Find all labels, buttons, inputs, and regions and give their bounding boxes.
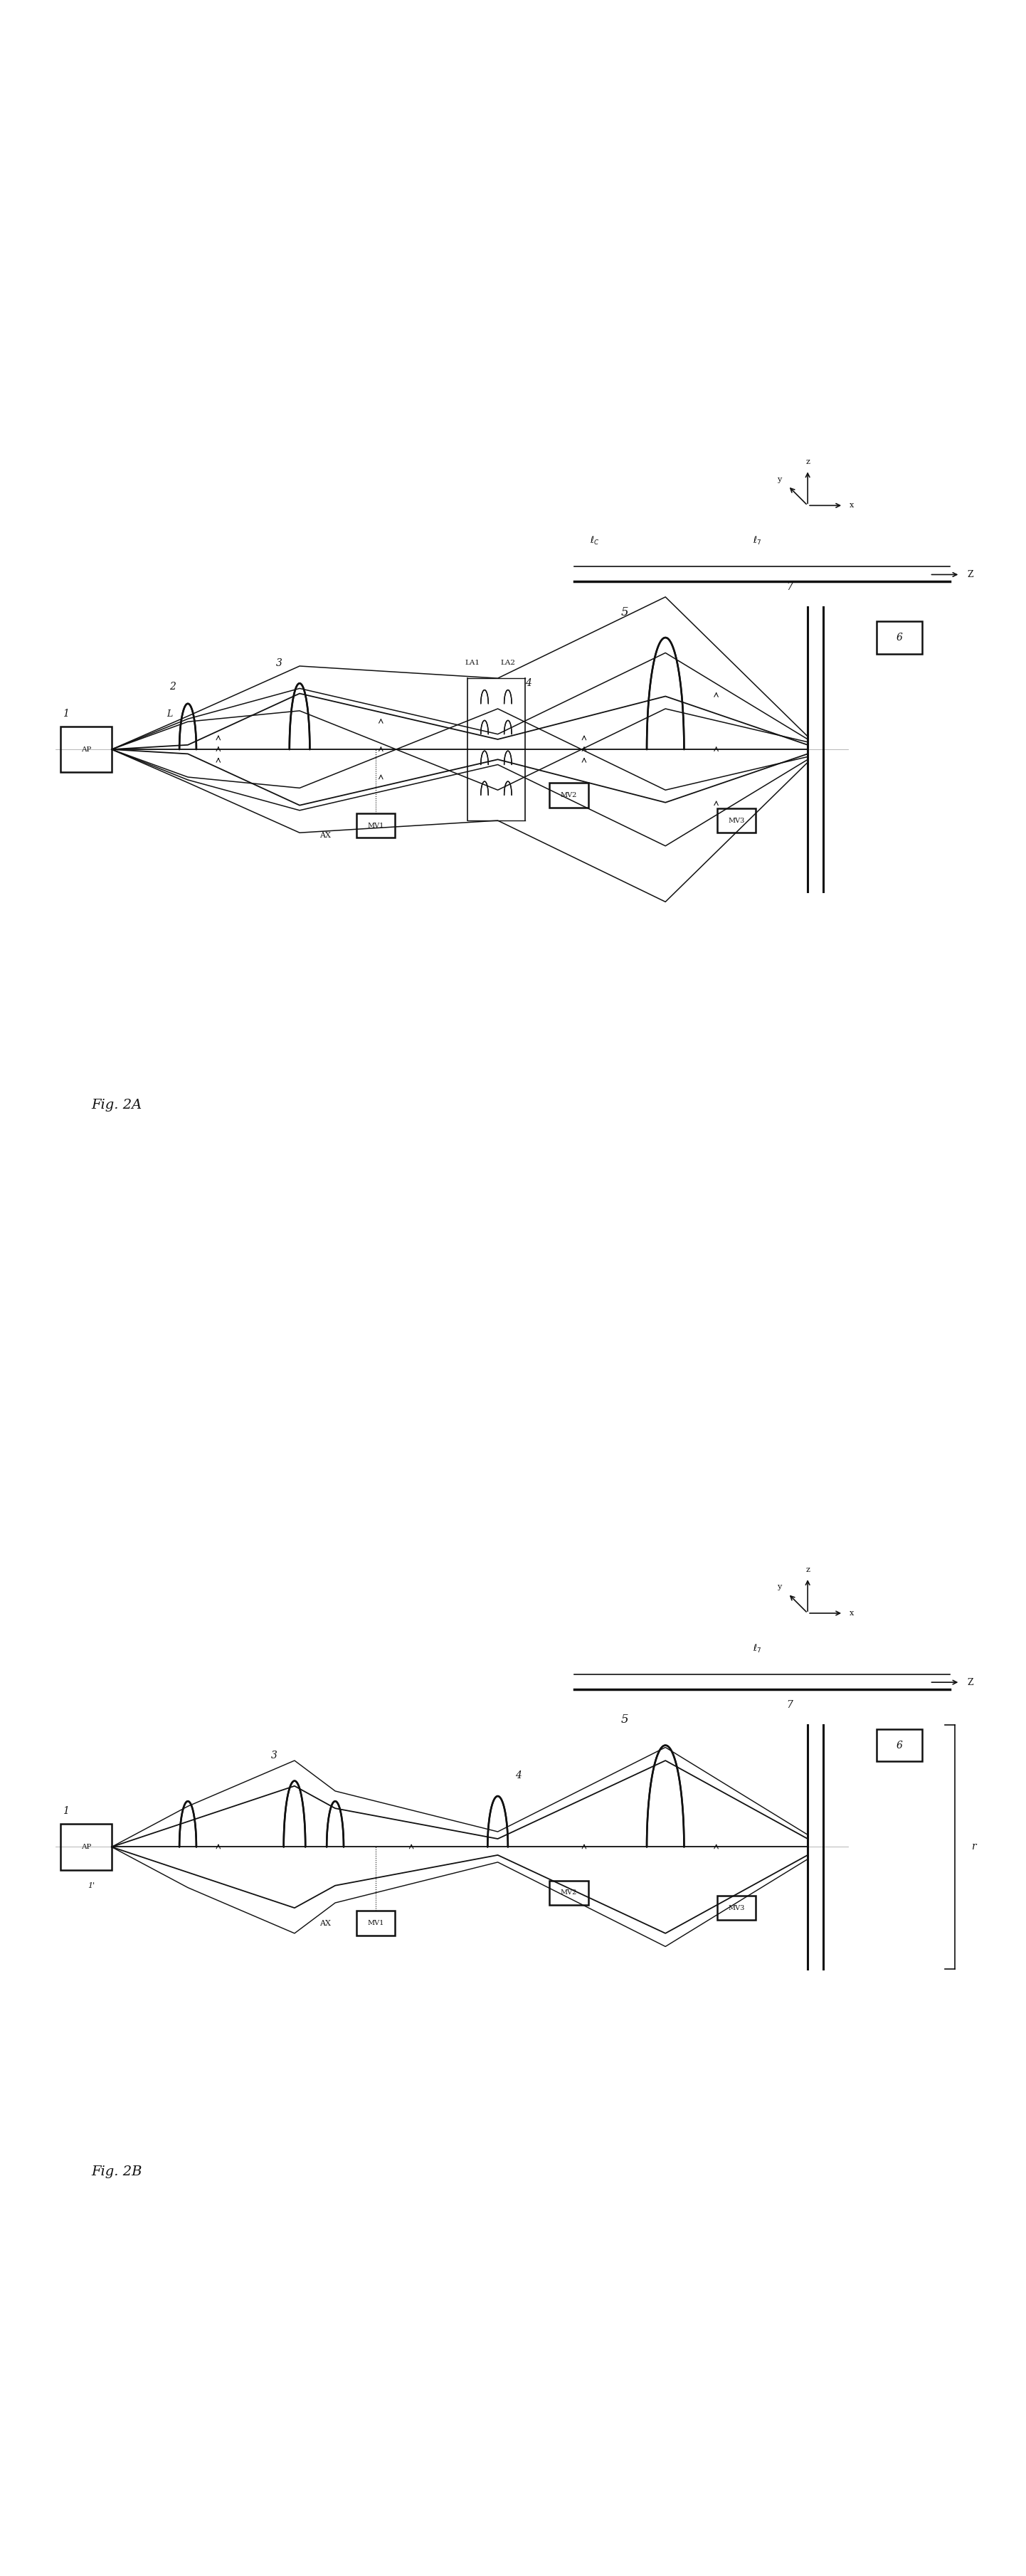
Text: L: L (166, 708, 172, 719)
Text: Z: Z (968, 569, 974, 580)
Text: 6: 6 (896, 1741, 902, 1749)
Text: Fig. 2B: Fig. 2B (91, 2166, 143, 2179)
Text: 4: 4 (525, 677, 531, 688)
Text: 3: 3 (276, 657, 282, 667)
Text: Fig. 2A: Fig. 2A (91, 1100, 142, 1110)
Text: MV2: MV2 (560, 1888, 578, 1896)
Text: z: z (805, 459, 810, 466)
Text: 5: 5 (621, 605, 629, 618)
Text: MV3: MV3 (728, 817, 745, 824)
Bar (61, 1824, 112, 1870)
Bar (717, 809, 756, 832)
Text: 4: 4 (515, 1770, 521, 1780)
Text: MV1: MV1 (367, 1919, 384, 1927)
Text: AX: AX (319, 1919, 330, 1927)
Text: 3: 3 (271, 1752, 277, 1759)
Text: 1: 1 (63, 1806, 69, 1816)
Text: 1': 1' (87, 1883, 95, 1888)
Text: LA2: LA2 (501, 659, 515, 667)
Text: AX: AX (319, 832, 330, 840)
Bar (876, 621, 922, 654)
Text: 2: 2 (169, 683, 175, 690)
Bar (717, 1896, 756, 1919)
Text: 7: 7 (786, 582, 792, 592)
Text: AP: AP (81, 1844, 91, 1850)
Bar (550, 783, 588, 806)
Text: x: x (850, 502, 854, 510)
Text: Z: Z (968, 1677, 974, 1687)
Bar (550, 1880, 588, 1904)
Bar (356, 814, 395, 837)
Text: MV3: MV3 (728, 1904, 745, 1911)
Text: MV2: MV2 (560, 791, 578, 799)
Text: y: y (778, 477, 782, 482)
Text: 7: 7 (786, 1700, 792, 1710)
Text: 5: 5 (621, 1713, 629, 1726)
Text: $\ell_7$: $\ell_7$ (752, 1643, 761, 1654)
Text: 1: 1 (63, 708, 69, 719)
Bar (876, 1728, 922, 1762)
Bar (61, 726, 112, 773)
Text: $\ell_C$: $\ell_C$ (590, 536, 599, 546)
Text: 6: 6 (896, 634, 902, 641)
Text: AP: AP (81, 747, 91, 752)
Text: MV1: MV1 (367, 822, 384, 829)
Text: LA1: LA1 (465, 659, 480, 667)
Text: $\ell_7$: $\ell_7$ (752, 536, 761, 546)
Text: x: x (850, 1610, 854, 1618)
Text: z: z (805, 1566, 810, 1574)
Text: r: r (971, 1842, 976, 1852)
Text: y: y (778, 1584, 782, 1589)
Bar (356, 1911, 395, 1935)
